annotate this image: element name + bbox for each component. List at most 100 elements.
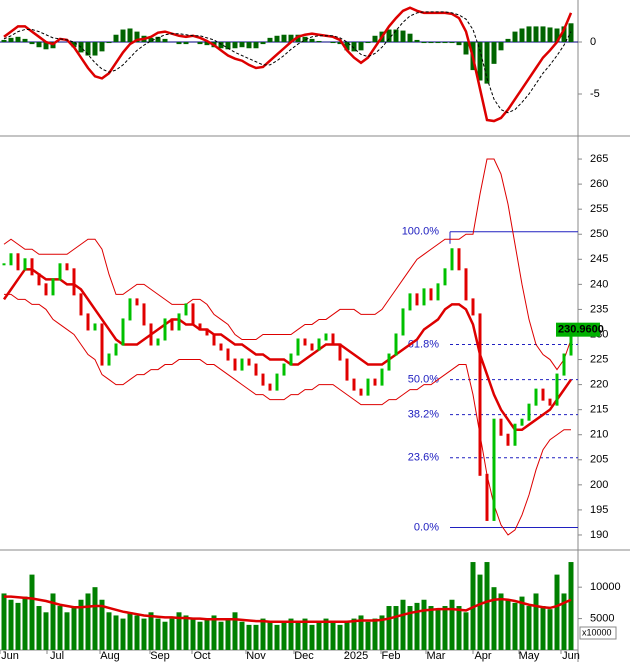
volume-bar: [127, 612, 133, 650]
y-tick-label: 220: [590, 379, 608, 391]
volume-bar: [218, 621, 224, 650]
volume-bar: [442, 606, 448, 650]
candle: [23, 258, 27, 271]
volume-bar: [78, 599, 84, 650]
candle: [128, 298, 132, 321]
candle: [205, 328, 209, 336]
volume-bar: [344, 621, 350, 650]
histogram-bar: [267, 37, 273, 43]
volume-bar: [148, 612, 154, 650]
y-tick-label: 5000: [590, 612, 614, 624]
x-tick-label: Jun: [562, 650, 580, 662]
histogram-bar: [337, 42, 343, 45]
volume-bar: [120, 618, 126, 650]
unit-label: x10000: [582, 627, 612, 637]
y-tick-label: 195: [590, 504, 608, 516]
volume-bar: [435, 609, 441, 650]
histogram-bar: [218, 42, 224, 49]
y-tick-label: 205: [590, 454, 608, 466]
histogram-bar: [316, 40, 322, 43]
candle: [86, 313, 90, 331]
histogram-bar: [491, 42, 497, 64]
volume-bar: [92, 587, 98, 650]
candle: [366, 378, 370, 396]
x-tick-label: Aug: [100, 650, 120, 662]
candle: [226, 348, 230, 361]
indicator-line: [3, 11, 572, 114]
fib-label: 0.0%: [414, 521, 439, 533]
candle: [408, 293, 412, 311]
volume-bar: [36, 606, 42, 650]
candle: [121, 318, 125, 346]
candle: [254, 363, 258, 376]
candle: [534, 388, 538, 406]
volume-bar: [526, 606, 532, 650]
histogram-bar: [22, 38, 28, 43]
candle: [282, 363, 286, 376]
volume-bar: [505, 599, 511, 650]
candle: [401, 308, 405, 336]
candle: [422, 288, 426, 306]
x-tick-label: Oct: [193, 650, 210, 662]
indicator-line: [4, 595, 572, 623]
x-tick-label: Feb: [382, 650, 401, 662]
x-tick-label: Dec: [294, 650, 314, 662]
volume-bar: [50, 593, 56, 650]
volume-bar: [295, 621, 301, 650]
histogram-bar: [15, 36, 21, 43]
histogram-bar: [547, 27, 553, 43]
volume-bar: [477, 574, 483, 650]
histogram-bar: [372, 35, 378, 43]
candle: [499, 418, 503, 436]
candle: [310, 343, 314, 351]
candle: [303, 338, 307, 346]
histogram-bar: [232, 42, 238, 49]
volume-bar: [239, 621, 245, 650]
histogram-bar: [239, 42, 245, 48]
candle: [555, 373, 559, 406]
volume-bar: [512, 602, 518, 650]
candle: [107, 353, 111, 366]
y-tick-label: 250: [590, 228, 608, 240]
candle: [261, 373, 265, 386]
histogram-bar: [99, 42, 105, 52]
candle: [464, 268, 468, 301]
candle: [184, 303, 188, 316]
candle: [240, 358, 244, 371]
volume-bar: [533, 593, 539, 650]
volume-bar: [29, 574, 35, 650]
y-tick-label: 190: [590, 529, 608, 541]
histogram-bar: [162, 38, 168, 43]
volume-bar: [337, 624, 343, 650]
volume-bar: [421, 599, 427, 650]
volume-bar: [484, 562, 490, 650]
volume-bar: [491, 587, 497, 650]
histogram-bar: [36, 42, 42, 48]
histogram-bar: [512, 31, 518, 43]
candle: [317, 338, 321, 351]
candle: [72, 268, 76, 296]
x-tick-label: Nov: [246, 650, 266, 662]
fib-label: 23.6%: [408, 452, 439, 464]
volume-bar: [428, 606, 434, 650]
volume-bar: [393, 606, 399, 650]
candle: [233, 358, 237, 371]
histogram-bar: [197, 42, 203, 45]
volume-bar: [232, 612, 238, 650]
y-tick-label: 255: [590, 203, 608, 215]
histogram-bar: [330, 42, 336, 44]
volume-bar: [519, 596, 525, 650]
volume-bar: [449, 599, 455, 650]
candle: [177, 313, 181, 331]
candle: [2, 263, 6, 266]
volume-bar: [134, 615, 140, 650]
volume-bar: [302, 618, 308, 650]
histogram-bar: [365, 42, 371, 44]
histogram-bar: [449, 42, 455, 44]
histogram-bar: [295, 34, 301, 43]
candle: [191, 303, 195, 326]
candle: [506, 433, 510, 446]
volume-bar: [22, 596, 28, 650]
histogram-bar: [407, 33, 413, 43]
fib-label: 100.0%: [402, 226, 440, 238]
